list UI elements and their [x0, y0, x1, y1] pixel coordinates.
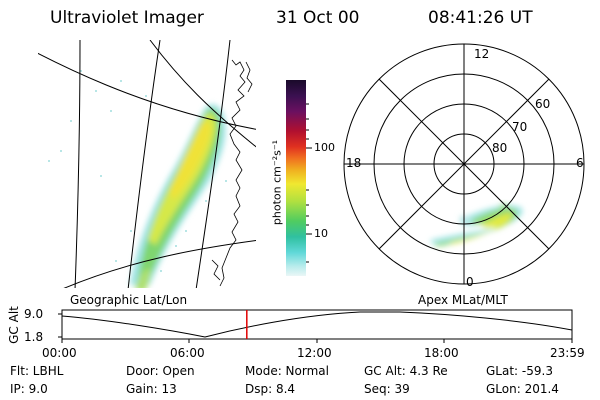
mlt-label-0: 0: [466, 275, 474, 289]
xtick-0600: 06:00: [170, 346, 205, 360]
timeline-ylabel: GC Alt: [7, 306, 21, 344]
mlt-label-6: 6: [576, 156, 584, 170]
auroral-oval-polar: [430, 204, 523, 247]
xtick-0000: 00:00: [42, 346, 77, 360]
latlon-grid: [38, 40, 256, 288]
geographic-map: [38, 40, 256, 288]
mlt-label-12: 12: [474, 47, 490, 61]
time-label: 08:41:26 UT: [428, 8, 533, 28]
lat-label-70: 70: [512, 120, 528, 134]
xtick-1800: 18:00: [424, 346, 459, 360]
ytick-9: 9.0: [24, 307, 44, 321]
noise-dots: [48, 70, 227, 272]
geographic-label: Geographic Lat/Lon: [70, 293, 188, 307]
coastline: [219, 59, 246, 287]
xtick-1200: 12:00: [297, 346, 332, 360]
polar-plot: [343, 43, 585, 285]
instrument-title: Ultraviolet Imager: [50, 8, 204, 28]
colorbar-ticks: [306, 103, 312, 263]
auroral-band-geo: [130, 104, 226, 288]
status-glon: GLon: 201.4: [486, 382, 559, 396]
status-gcalt: GC Alt: 4.3 Re: [364, 364, 448, 378]
colorbar-scale: [286, 80, 306, 276]
ytick-1-8: 1.8: [24, 330, 44, 344]
status-door: Door: Open: [126, 364, 195, 378]
timeline-ticks: [58, 313, 573, 343]
timeline-frame: [61, 309, 573, 340]
mlt-label-18: 18: [346, 156, 362, 170]
date-label: 31 Oct 00: [276, 8, 360, 28]
colorbar-unit-label: photon cm⁻²s⁻¹: [270, 139, 284, 226]
status-dsp: Dsp: 8.4: [245, 382, 296, 396]
apex-label: Apex MLat/MLT: [418, 293, 508, 307]
altitude-curve: [61, 311, 573, 338]
status-glat: GLat: -59.3: [486, 364, 553, 378]
colorbar-tick-100: 100: [314, 141, 335, 154]
status-mode: Mode: Normal: [245, 364, 329, 378]
colorbar-tick-10: 10: [314, 227, 328, 240]
status-seq: Seq: 39: [364, 382, 410, 396]
gc-alt-timeline: [58, 309, 573, 343]
xtick-2359: 23:59: [550, 346, 585, 360]
polar-grid: [343, 43, 585, 285]
status-flt: Flt: LBHL: [10, 364, 64, 378]
lat-label-80: 80: [492, 141, 508, 155]
status-gain: Gain: 13: [126, 382, 177, 396]
lat-label-60: 60: [535, 97, 551, 111]
status-ip: IP: 9.0: [10, 382, 48, 396]
